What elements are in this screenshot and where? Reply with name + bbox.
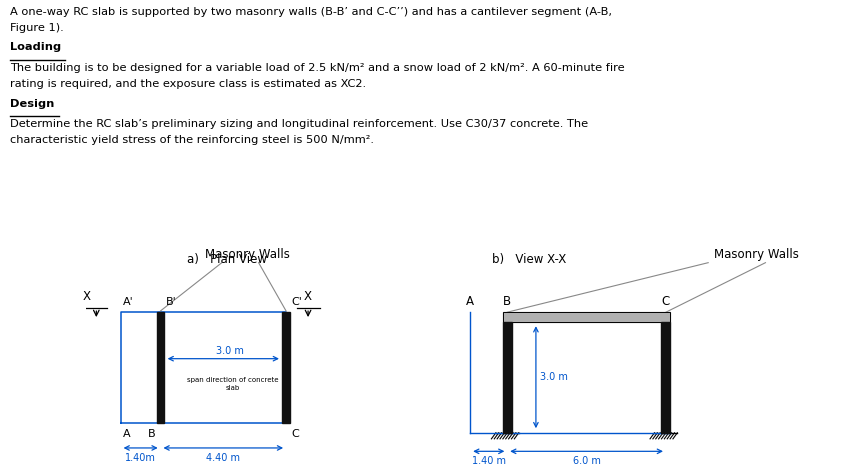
Text: C: C xyxy=(291,429,299,439)
Text: B: B xyxy=(147,429,155,439)
Text: A: A xyxy=(122,429,130,439)
Text: b)   View X-X: b) View X-X xyxy=(492,253,566,266)
Text: 4.40 m: 4.40 m xyxy=(206,453,240,463)
Bar xyxy=(502,312,670,322)
Text: Masonry Walls: Masonry Walls xyxy=(714,248,798,261)
Text: 1.40 m: 1.40 m xyxy=(471,456,505,466)
Bar xyxy=(660,322,670,433)
Text: characteristic yield stress of the reinforcing steel is 500 N/mm².: characteristic yield stress of the reinf… xyxy=(10,135,374,145)
Text: 3.0 m: 3.0 m xyxy=(216,346,244,356)
Text: a)   Plan View: a) Plan View xyxy=(187,253,267,266)
Bar xyxy=(502,312,670,322)
Bar xyxy=(282,311,289,423)
Text: A one-way RC slab is supported by two masonry walls (B-B’ and C-C’’) and has a c: A one-way RC slab is supported by two ma… xyxy=(10,7,611,17)
Text: Determine the RC slab’s preliminary sizing and longitudinal reinforcement. Use C: Determine the RC slab’s preliminary sizi… xyxy=(10,119,588,129)
Text: Figure 1).: Figure 1). xyxy=(10,23,64,33)
Text: 6.0 m: 6.0 m xyxy=(572,456,600,466)
Text: B: B xyxy=(503,295,511,308)
Text: rating is required, and the exposure class is estimated as XC2.: rating is required, and the exposure cla… xyxy=(10,79,366,89)
Text: X: X xyxy=(304,290,312,303)
Text: C: C xyxy=(661,295,669,308)
Text: Masonry Walls: Masonry Walls xyxy=(204,248,289,261)
Text: A: A xyxy=(466,295,474,308)
Text: 3.0 m: 3.0 m xyxy=(540,372,567,382)
Text: Design: Design xyxy=(10,99,54,109)
Text: A': A' xyxy=(122,298,133,307)
Text: span direction of concrete
slab: span direction of concrete slab xyxy=(187,377,278,391)
Bar xyxy=(502,322,511,433)
Text: C': C' xyxy=(291,298,302,307)
Bar xyxy=(157,311,164,423)
Text: X: X xyxy=(82,290,90,303)
Text: The building is to be designed for a variable load of 2.5 kN/m² and a snow load : The building is to be designed for a var… xyxy=(10,63,624,73)
Text: 1.40m: 1.40m xyxy=(125,453,156,463)
Text: B': B' xyxy=(166,298,177,307)
Text: Loading: Loading xyxy=(10,42,61,52)
